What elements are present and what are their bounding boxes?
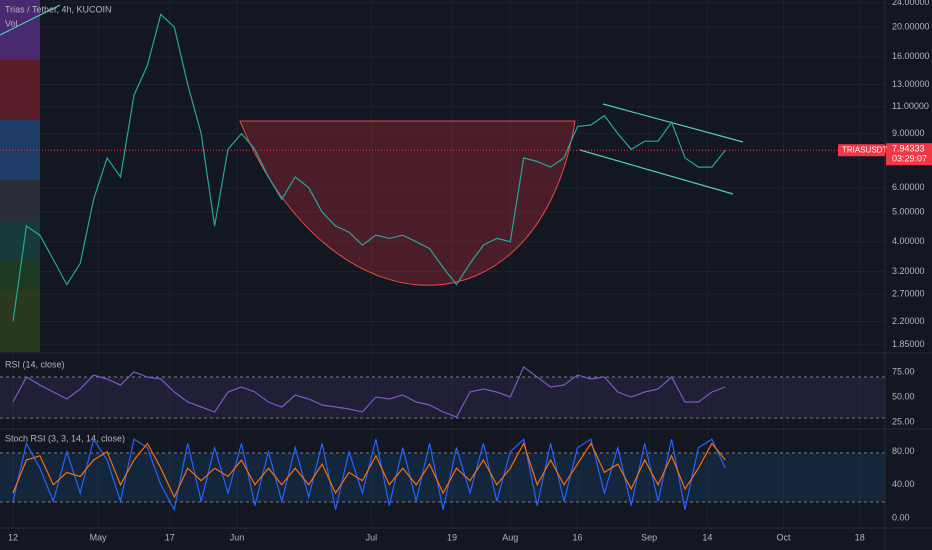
- y-tick-label: 24.00000: [892, 0, 930, 7]
- channel-upper: [602, 103, 744, 143]
- x-tick-label: 19: [447, 532, 457, 542]
- x-tick-label: Oct: [777, 532, 792, 542]
- x-tick-label: 17: [165, 532, 175, 542]
- profile-block: [0, 0, 40, 60]
- y-tick-label: 40.00: [892, 479, 915, 489]
- volume-profile: [0, 0, 40, 352]
- y-tick-label: 2.20000: [892, 316, 925, 326]
- stoch-title: Stoch RSI (3, 3, 14, 14, close): [5, 433, 125, 443]
- x-tick-label: May: [90, 532, 108, 542]
- y-tick-label: 6.00000: [892, 182, 925, 192]
- cup-pattern: [239, 120, 576, 286]
- countdown: 03:29:07: [892, 154, 927, 164]
- y-tick-label: 0.00: [892, 512, 910, 522]
- x-tick-label: 12: [8, 532, 18, 542]
- y-tick-label: 3.20000: [892, 266, 925, 276]
- y-tick-label: 50.00: [892, 391, 915, 401]
- y-tick-label: 4.00000: [892, 236, 925, 246]
- x-tick-label: 14: [702, 532, 712, 542]
- symbol-tag-bg: [838, 144, 885, 157]
- y-tick-label: 75.00: [892, 366, 915, 376]
- y-tick-label: 25.00: [892, 416, 915, 426]
- y-tick-label: 13.00000: [892, 79, 930, 89]
- profile-block: [0, 222, 40, 260]
- volume-label: Vol: [5, 18, 18, 28]
- y-tick-label: 20.00000: [892, 21, 930, 31]
- y-tick-label: 2.70000: [892, 289, 925, 299]
- profile-block: [0, 180, 40, 222]
- profile-block: [0, 60, 40, 120]
- symbol-tag: TRIASUSDT: [842, 145, 887, 154]
- x-tick-label: 16: [572, 532, 582, 542]
- x-tick-label: Sep: [641, 532, 657, 542]
- channel-lower: [579, 149, 734, 195]
- series-line: [12, 437, 726, 512]
- last-price: 7.94333: [892, 144, 925, 154]
- chart-header: Trias / Tether, 4h, KUCOIN: [5, 4, 112, 14]
- series-line: [12, 366, 726, 418]
- y-tick-label: 9.00000: [892, 128, 925, 138]
- profile-block: [0, 290, 40, 352]
- y-tick-label: 80.00: [892, 446, 915, 456]
- trend-line: [0, 4, 61, 36]
- x-tick-label: Jun: [230, 532, 245, 542]
- x-tick-label: 18: [855, 532, 865, 542]
- series-line: [12, 441, 726, 499]
- rsi-title: RSI (14, close): [5, 359, 65, 369]
- x-tick-label: Jul: [366, 532, 378, 542]
- y-tick-label: 1.85000: [892, 339, 925, 349]
- x-tick-label: Aug: [502, 532, 518, 542]
- series-line: [12, 13, 726, 322]
- y-tick-label: 5.00000: [892, 206, 925, 216]
- stoch-band: [0, 453, 885, 502]
- y-tick-label: 11.00000: [892, 101, 929, 111]
- y-tick-label: 16.00000: [892, 51, 930, 61]
- price-tag: [886, 143, 932, 166]
